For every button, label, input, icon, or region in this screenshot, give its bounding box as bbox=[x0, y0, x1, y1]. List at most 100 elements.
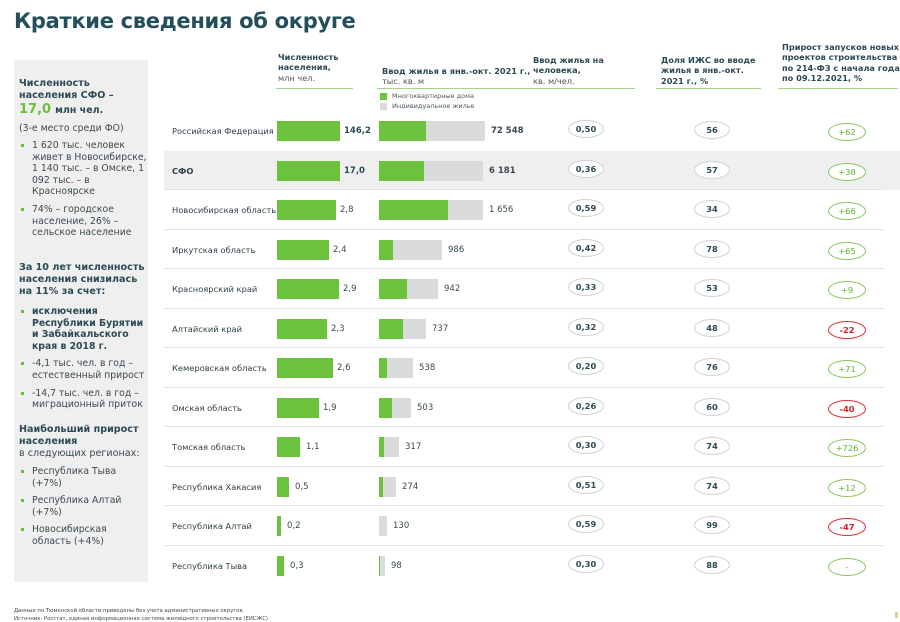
table-row: Республика Алтай 0,2 130 0,59 99 -47 bbox=[164, 506, 900, 545]
population-bar bbox=[277, 240, 329, 260]
table-row: Иркутская область 2,4 986 0,42 78 +65 bbox=[164, 230, 900, 269]
housing-bar bbox=[379, 477, 396, 497]
growth-region: Республика Тыва (+7%) bbox=[19, 466, 147, 489]
population-bar bbox=[277, 477, 289, 497]
housing-bar-apartment-segment bbox=[379, 121, 426, 141]
population-bar bbox=[277, 516, 281, 536]
region-name: Республика Хакасия bbox=[172, 481, 262, 492]
izhs-share-badge: 88 bbox=[694, 556, 730, 574]
legend-item-individual: Индивидуальное жилье bbox=[380, 101, 475, 111]
housing-value: 1 656 bbox=[489, 204, 514, 215]
bullet-icon bbox=[21, 391, 24, 395]
housing-bar bbox=[379, 121, 485, 141]
housing-bar bbox=[379, 516, 387, 536]
region-name: Омская область bbox=[172, 402, 242, 413]
fact-item: 1 620 тыс. человек живет в Новосибирске,… bbox=[19, 140, 147, 198]
header-population: Численность населения, млн чел. bbox=[278, 52, 339, 83]
housing-bar-apartment-segment bbox=[379, 319, 403, 339]
housing-bar bbox=[379, 437, 399, 457]
bullet-icon bbox=[21, 362, 24, 366]
growth-badge: +62 bbox=[828, 123, 866, 141]
housing-bar-apartment-segment bbox=[379, 358, 387, 378]
header-underline bbox=[778, 88, 898, 89]
row-separator bbox=[164, 308, 884, 309]
fact-item: 74% – городское население, 26% – сельско… bbox=[19, 204, 147, 239]
housing-value: 503 bbox=[417, 402, 434, 413]
population-unit: млн чел. bbox=[55, 105, 104, 116]
header-underline bbox=[656, 88, 761, 89]
footnote: Данные по Тюменской области приведены бе… bbox=[14, 608, 268, 621]
header-growth: Прирост запусков новых проектов строител… bbox=[782, 42, 900, 84]
row-separator bbox=[164, 229, 884, 230]
per-capita-badge: 0,59 bbox=[568, 515, 604, 533]
bullet-icon bbox=[21, 310, 24, 313]
table-row: Республика Тыва 0,3 98 0,30 88 - bbox=[164, 546, 900, 585]
housing-bar-apartment-segment bbox=[379, 437, 384, 457]
region-name: Алтайский край bbox=[172, 323, 243, 334]
population-value: 2,6 bbox=[337, 362, 351, 373]
housing-value: 538 bbox=[419, 362, 436, 373]
growth-badge: -47 bbox=[828, 518, 866, 536]
bullet-icon bbox=[21, 499, 24, 503]
growth-badge: -22 bbox=[828, 321, 866, 339]
decline-heading: За 10 лет численность населения снизилас… bbox=[19, 262, 145, 297]
per-capita-badge: 0,33 bbox=[568, 278, 604, 296]
housing-bar bbox=[379, 200, 483, 220]
per-capita-badge: 0,32 bbox=[568, 318, 604, 336]
population-bar bbox=[277, 437, 300, 457]
per-capita-badge: 0,51 bbox=[568, 476, 604, 494]
growth-regions-list: Республика Тыва (+7%) Республика Алтай (… bbox=[19, 466, 147, 554]
bullet-icon bbox=[21, 144, 24, 147]
population-value: 0,2 bbox=[287, 520, 301, 531]
population-value: 0,3 bbox=[290, 560, 304, 571]
housing-bar-apartment-segment bbox=[379, 556, 380, 576]
population-value: 17,0 bbox=[344, 165, 365, 176]
housing-bar bbox=[379, 398, 411, 418]
growth-badge: +12 bbox=[828, 479, 866, 497]
housing-bar-apartment-segment bbox=[379, 200, 448, 220]
row-separator bbox=[164, 466, 884, 467]
header-underline bbox=[276, 88, 353, 89]
row-separator bbox=[164, 387, 884, 388]
population-total: 17,0 млн чел. bbox=[19, 102, 103, 117]
table-row: Красноярский край 2,9 942 0,33 53 +9 bbox=[164, 269, 900, 308]
population-value: 0,5 bbox=[295, 481, 309, 492]
housing-value: 942 bbox=[444, 283, 461, 294]
legend-swatch-green bbox=[380, 92, 387, 100]
population-bar bbox=[277, 200, 336, 220]
table-row: Российская Федерация 146,2 72 548 0,50 56 +62 bbox=[164, 111, 900, 150]
rank-note: (3-е место среди ФО) bbox=[19, 123, 124, 134]
bullet-icon bbox=[21, 470, 24, 473]
housing-value: 986 bbox=[448, 244, 465, 255]
growth-region: Республика Алтай (+7%) bbox=[19, 495, 147, 518]
housing-bar-apartment-segment bbox=[379, 398, 392, 418]
izhs-share-badge: 74 bbox=[694, 477, 730, 495]
region-name: Российская Федерация bbox=[172, 125, 274, 136]
population-heading: Численность населения СФО – bbox=[19, 78, 114, 101]
header-underline bbox=[527, 88, 635, 89]
population-value: 2,4 bbox=[333, 244, 347, 255]
housing-bar-apartment-segment bbox=[379, 279, 407, 299]
housing-value: 72 548 bbox=[491, 125, 524, 136]
table-row: Кемеровская область 2,6 538 0,20 76 +71 bbox=[164, 348, 900, 387]
region-name: Красноярский край bbox=[172, 283, 258, 294]
growth-badge: +9 bbox=[828, 281, 866, 299]
izhs-share-badge: 56 bbox=[694, 121, 730, 139]
header-underline bbox=[377, 88, 530, 89]
decline-reasons-list: исключения Республики Бурятии и Забайкал… bbox=[19, 306, 147, 417]
header-izhs-share: Доля ИЖС во вводе жилья в янв.-окт. 2021… bbox=[661, 55, 756, 86]
growth-region: Новосибирская область (+4%) bbox=[19, 524, 147, 547]
bullet-icon bbox=[21, 528, 24, 532]
legend-item-apartment: Многоквартирные дома bbox=[380, 91, 475, 101]
facts-list: 1 620 тыс. человек живет в Новосибирске,… bbox=[19, 140, 147, 245]
per-capita-badge: 0,36 bbox=[568, 160, 604, 178]
legend-swatch-gray bbox=[380, 102, 387, 110]
population-bar bbox=[277, 279, 339, 299]
per-capita-badge: 0,26 bbox=[568, 397, 604, 415]
housing-bar bbox=[379, 240, 442, 260]
izhs-share-badge: 34 bbox=[694, 200, 730, 218]
row-separator bbox=[164, 426, 884, 427]
housing-legend: Многоквартирные дома Индивидуальное жиль… bbox=[380, 91, 475, 111]
per-capita-badge: 0,50 bbox=[568, 120, 604, 138]
population-value: 1,1 bbox=[306, 441, 320, 452]
